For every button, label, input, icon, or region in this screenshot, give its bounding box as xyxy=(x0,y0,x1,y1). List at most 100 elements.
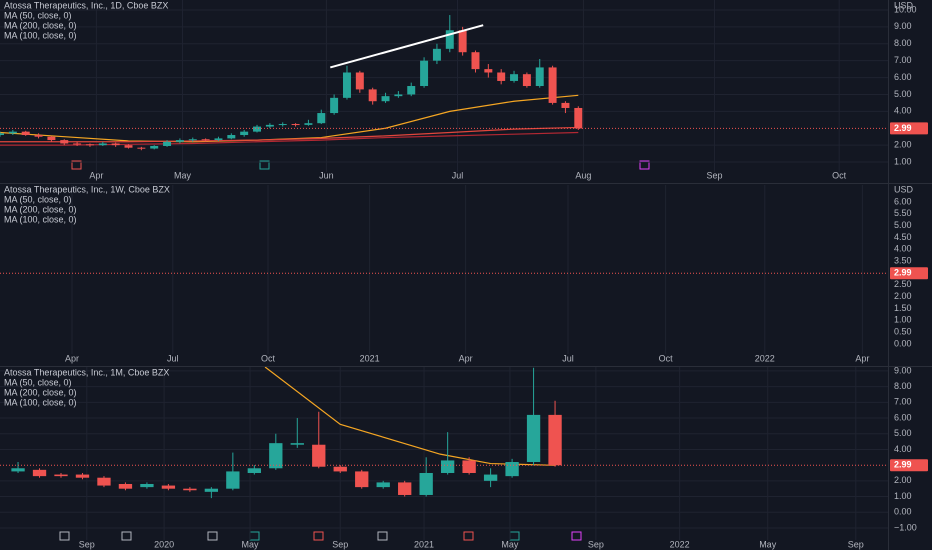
x-tick-label: Jul xyxy=(562,353,574,363)
candle-body xyxy=(75,474,90,478)
candle-body xyxy=(526,414,541,462)
x-tick-label: Jul xyxy=(452,170,464,180)
last-price-label: 2.99 xyxy=(894,460,912,470)
candle-body xyxy=(471,52,480,70)
candle-body xyxy=(548,67,557,103)
trendline xyxy=(330,24,484,69)
candle-body xyxy=(163,141,172,147)
y-tick-label: 0.00 xyxy=(894,507,912,517)
candle-body xyxy=(333,466,347,472)
x-tick-label: 2020 xyxy=(154,539,174,549)
candle-body xyxy=(21,131,30,136)
candle-body xyxy=(368,89,377,102)
x-tick-label: Oct xyxy=(261,353,276,363)
y-tick-label: 1.00 xyxy=(894,491,912,501)
x-tick-label: May xyxy=(501,539,519,549)
legend-entry: MA (100, close, 0) xyxy=(4,30,77,40)
candle-body xyxy=(355,471,369,488)
candle-body xyxy=(247,468,261,473)
candle-body xyxy=(85,144,94,146)
candle-body xyxy=(398,482,412,495)
legend-entry: MA (200, close, 0) xyxy=(4,20,77,30)
candle-body xyxy=(188,139,197,141)
candle-body xyxy=(561,102,570,108)
y-tick-label: 9.00 xyxy=(894,365,912,375)
x-tick-label: May xyxy=(759,539,777,549)
candle-body xyxy=(0,133,4,136)
x-tick-label: 2021 xyxy=(414,539,434,549)
candle-body xyxy=(47,136,56,141)
last-price-badge xyxy=(890,459,928,472)
legend-entry: MA (50, close, 0) xyxy=(4,10,72,20)
candle-body xyxy=(269,443,283,469)
candle-body xyxy=(355,72,364,90)
candle-body xyxy=(140,483,154,488)
y-tick-label: −1.00 xyxy=(894,522,917,532)
candle-body xyxy=(73,143,82,145)
y-tick-label: 6.00 xyxy=(894,72,912,82)
panel-title: Atossa Therapeutics, Inc., 1D, Cboe BZX xyxy=(4,0,168,10)
candle-body xyxy=(522,74,531,87)
candle-body xyxy=(548,414,562,466)
x-tick-label: Oct xyxy=(832,170,847,180)
x-tick-label: Oct xyxy=(659,353,674,363)
moving-average xyxy=(0,126,579,143)
y-tick-label: 1.00 xyxy=(894,156,912,166)
candle-body xyxy=(137,147,146,149)
y-tick-label: 4.00 xyxy=(894,244,912,254)
x-tick-label: 2022 xyxy=(670,539,690,549)
y-tick-label: 5.50 xyxy=(894,208,912,218)
x-tick-label: Sep xyxy=(79,539,95,549)
candle-body xyxy=(376,482,390,488)
y-tick-label: 5.00 xyxy=(894,89,912,99)
currency-label: USD xyxy=(894,184,914,194)
x-tick-label: Jul xyxy=(167,353,179,363)
candle-body xyxy=(253,126,262,132)
y-tick-label: 2.00 xyxy=(894,291,912,301)
y-tick-label: 2.50 xyxy=(894,279,912,289)
y-tick-label: 7.00 xyxy=(894,397,912,407)
candle-body xyxy=(510,74,519,81)
candle-body xyxy=(161,485,176,489)
y-tick-label: 3.50 xyxy=(894,256,912,266)
y-tick-label: 4.00 xyxy=(894,106,912,116)
event-markers xyxy=(59,160,650,541)
candle-body xyxy=(226,471,240,489)
candle-body xyxy=(317,113,326,124)
y-tick-label: 4.00 xyxy=(894,444,912,454)
candle-body xyxy=(394,94,403,97)
candle-body xyxy=(118,483,133,489)
candle-body xyxy=(240,131,249,136)
candle-body xyxy=(535,67,544,87)
y-tick-label: 1.00 xyxy=(894,315,912,325)
y-tick-label: 4.50 xyxy=(894,232,912,242)
last-price-badge xyxy=(890,267,928,280)
x-tick-label: Sep xyxy=(588,539,604,549)
candle-body xyxy=(98,143,107,146)
candle-body xyxy=(458,30,467,53)
candle-body xyxy=(60,140,69,144)
y-tick-label: 7.00 xyxy=(894,55,912,65)
candle-body xyxy=(11,468,25,472)
moving-average xyxy=(0,131,579,146)
last-price-badge xyxy=(890,122,928,135)
candle-body xyxy=(497,72,506,81)
y-tick-label: 9.00 xyxy=(894,21,912,31)
y-tick-label: 8.00 xyxy=(894,38,912,48)
x-tick-label: 2022 xyxy=(755,353,775,363)
candle-body xyxy=(342,72,351,98)
candle-body xyxy=(124,145,133,148)
last-price-label: 2.99 xyxy=(894,123,912,133)
x-tick-label: Apr xyxy=(855,353,869,363)
candle-body xyxy=(304,123,313,125)
legend-entry: MA (100, close, 0) xyxy=(4,214,77,224)
panel-title: Atossa Therapeutics, Inc., 1W, Cboe BZX xyxy=(4,184,170,194)
candle-body xyxy=(8,131,17,134)
legend-entry: MA (200, close, 0) xyxy=(4,204,77,214)
x-tick-label: May xyxy=(174,170,192,180)
candle-body xyxy=(278,124,287,126)
panel-title: Atossa Therapeutics, Inc., 1M, Cboe BZX xyxy=(4,367,169,377)
candle-body xyxy=(54,474,68,477)
x-tick-label: Jun xyxy=(319,170,334,180)
